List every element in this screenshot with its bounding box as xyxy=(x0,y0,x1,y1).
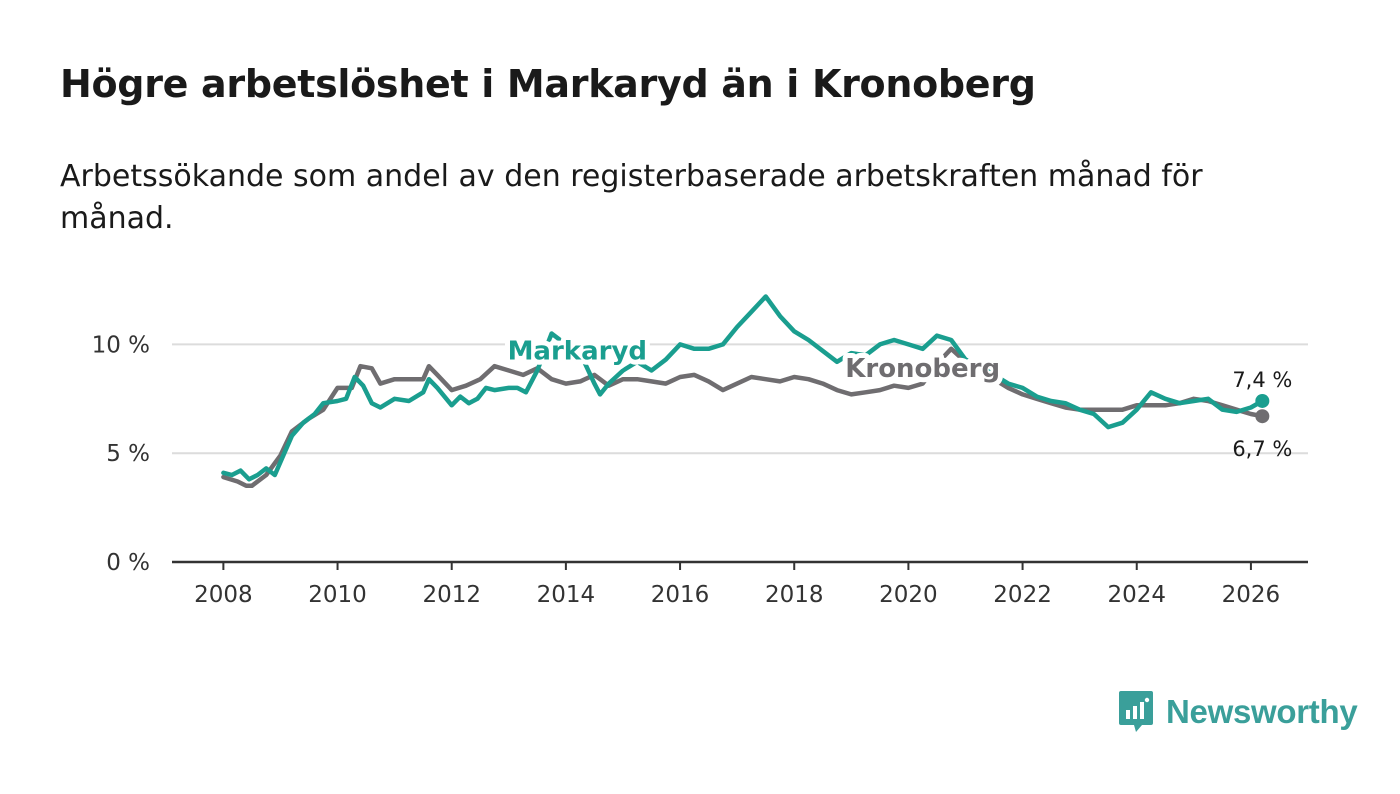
x-tick-label: 2010 xyxy=(308,582,367,608)
end-value-label-kronoberg: 6,7 % xyxy=(1232,437,1292,461)
x-tick-label: 2018 xyxy=(765,582,824,608)
x-tick-label: 2008 xyxy=(194,582,253,608)
y-tick-label: 0 % xyxy=(106,550,150,576)
end-value-label-markaryd: 7,4 % xyxy=(1232,368,1292,392)
chart-subtitle: Arbetssökande som andel av den registerb… xyxy=(60,159,1203,236)
newsworthy-brand[interactable]: Newsworthy xyxy=(1118,690,1358,734)
series-label-halo: Kronoberg xyxy=(845,354,1000,384)
x-tick-label: 2014 xyxy=(537,582,596,608)
x-tick-label: 2016 xyxy=(651,582,710,608)
series-line-kronoberg xyxy=(221,346,1265,489)
series-labels: 7,4 %6,7 %KronobergKronobergMarkarydMark… xyxy=(503,332,1293,462)
end-marker-markaryd xyxy=(1255,393,1270,408)
brand-name: Newsworthy xyxy=(1166,693,1358,730)
newsworthy-logo-icon xyxy=(1119,691,1153,732)
chart-title: Högre arbetslöshet i Markaryd än i Krono… xyxy=(60,62,1036,106)
x-tick-label: 2012 xyxy=(422,582,481,608)
x-tick-label: 2020 xyxy=(879,582,938,608)
x-tick-label: 2026 xyxy=(1222,582,1281,608)
series-label-kronoberg: Kronoberg xyxy=(845,354,1000,384)
x-tick-label: 2024 xyxy=(1107,582,1166,608)
gridlines xyxy=(172,343,1308,455)
series-label-markaryd: Markaryd xyxy=(508,337,647,367)
series-lines xyxy=(221,294,1270,489)
y-tick-label: 5 % xyxy=(106,441,150,467)
y-tick-label: 10 % xyxy=(92,332,150,358)
axes: 0 % 5 % 10 % 2008 2010 2012 2014 2016 2018 2020 20… xyxy=(92,332,1308,608)
series-label-halo: Markaryd xyxy=(508,337,647,367)
end-marker-kronoberg xyxy=(1255,409,1270,424)
series-line-markaryd xyxy=(221,294,1265,482)
x-tick-label: 2022 xyxy=(993,582,1052,608)
